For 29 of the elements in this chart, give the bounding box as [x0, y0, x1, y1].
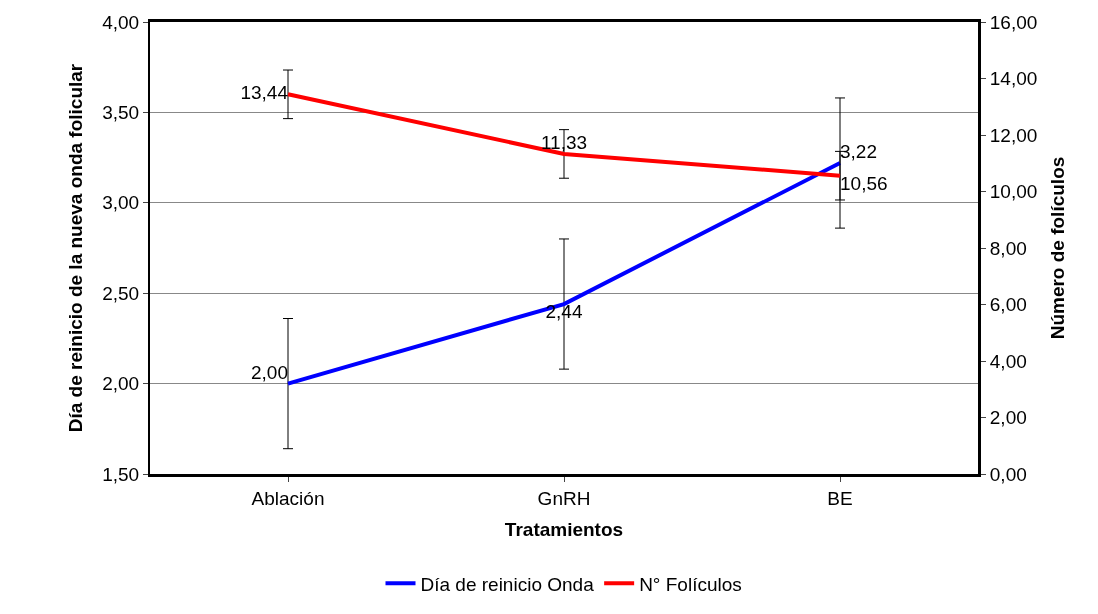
y2-tick-label: 0,00: [989, 463, 1027, 485]
x-axis-title: Tratamientos: [504, 518, 624, 540]
y-tick-label: 2,50: [102, 282, 140, 304]
x-tick-label: GnRH: [537, 487, 591, 509]
y2-tick-label: 2,00: [989, 407, 1027, 429]
legend-label: N° Folículos: [639, 573, 742, 595]
y-tick-label: 3,50: [102, 102, 140, 124]
legend-label: Día de reinicio Onda: [420, 573, 595, 595]
x-tick-label: Ablación: [251, 487, 325, 509]
data-label: 10,56: [840, 172, 888, 194]
data-label: 11,33: [540, 132, 588, 154]
data-label: 2,00: [251, 361, 288, 383]
y2-tick-label: 14,00: [989, 68, 1038, 90]
y2-tick-label: 16,00: [989, 11, 1038, 33]
y2-tick-label: 10,00: [989, 181, 1038, 203]
y2-axis-title: Número de folículos: [1047, 156, 1069, 340]
data-label: 3,22: [840, 141, 877, 163]
y2-tick-label: 6,00: [989, 294, 1027, 316]
y2-tick-label: 4,00: [989, 350, 1027, 372]
y-tick-label: 2,00: [102, 373, 140, 395]
y-axis-title: Día de reinicio de la nueva onda folicular: [64, 63, 86, 433]
y-tick-label: 3,00: [102, 192, 140, 214]
data-label: 2,44: [545, 301, 583, 323]
y-tick-label: 4,00: [102, 11, 140, 33]
y2-tick-label: 8,00: [989, 237, 1027, 259]
y2-tick-label: 12,00: [989, 124, 1038, 146]
x-tick-label: BE: [827, 487, 853, 509]
y-tick-label: 1,50: [102, 463, 140, 485]
data-label: 13,44: [240, 82, 289, 104]
